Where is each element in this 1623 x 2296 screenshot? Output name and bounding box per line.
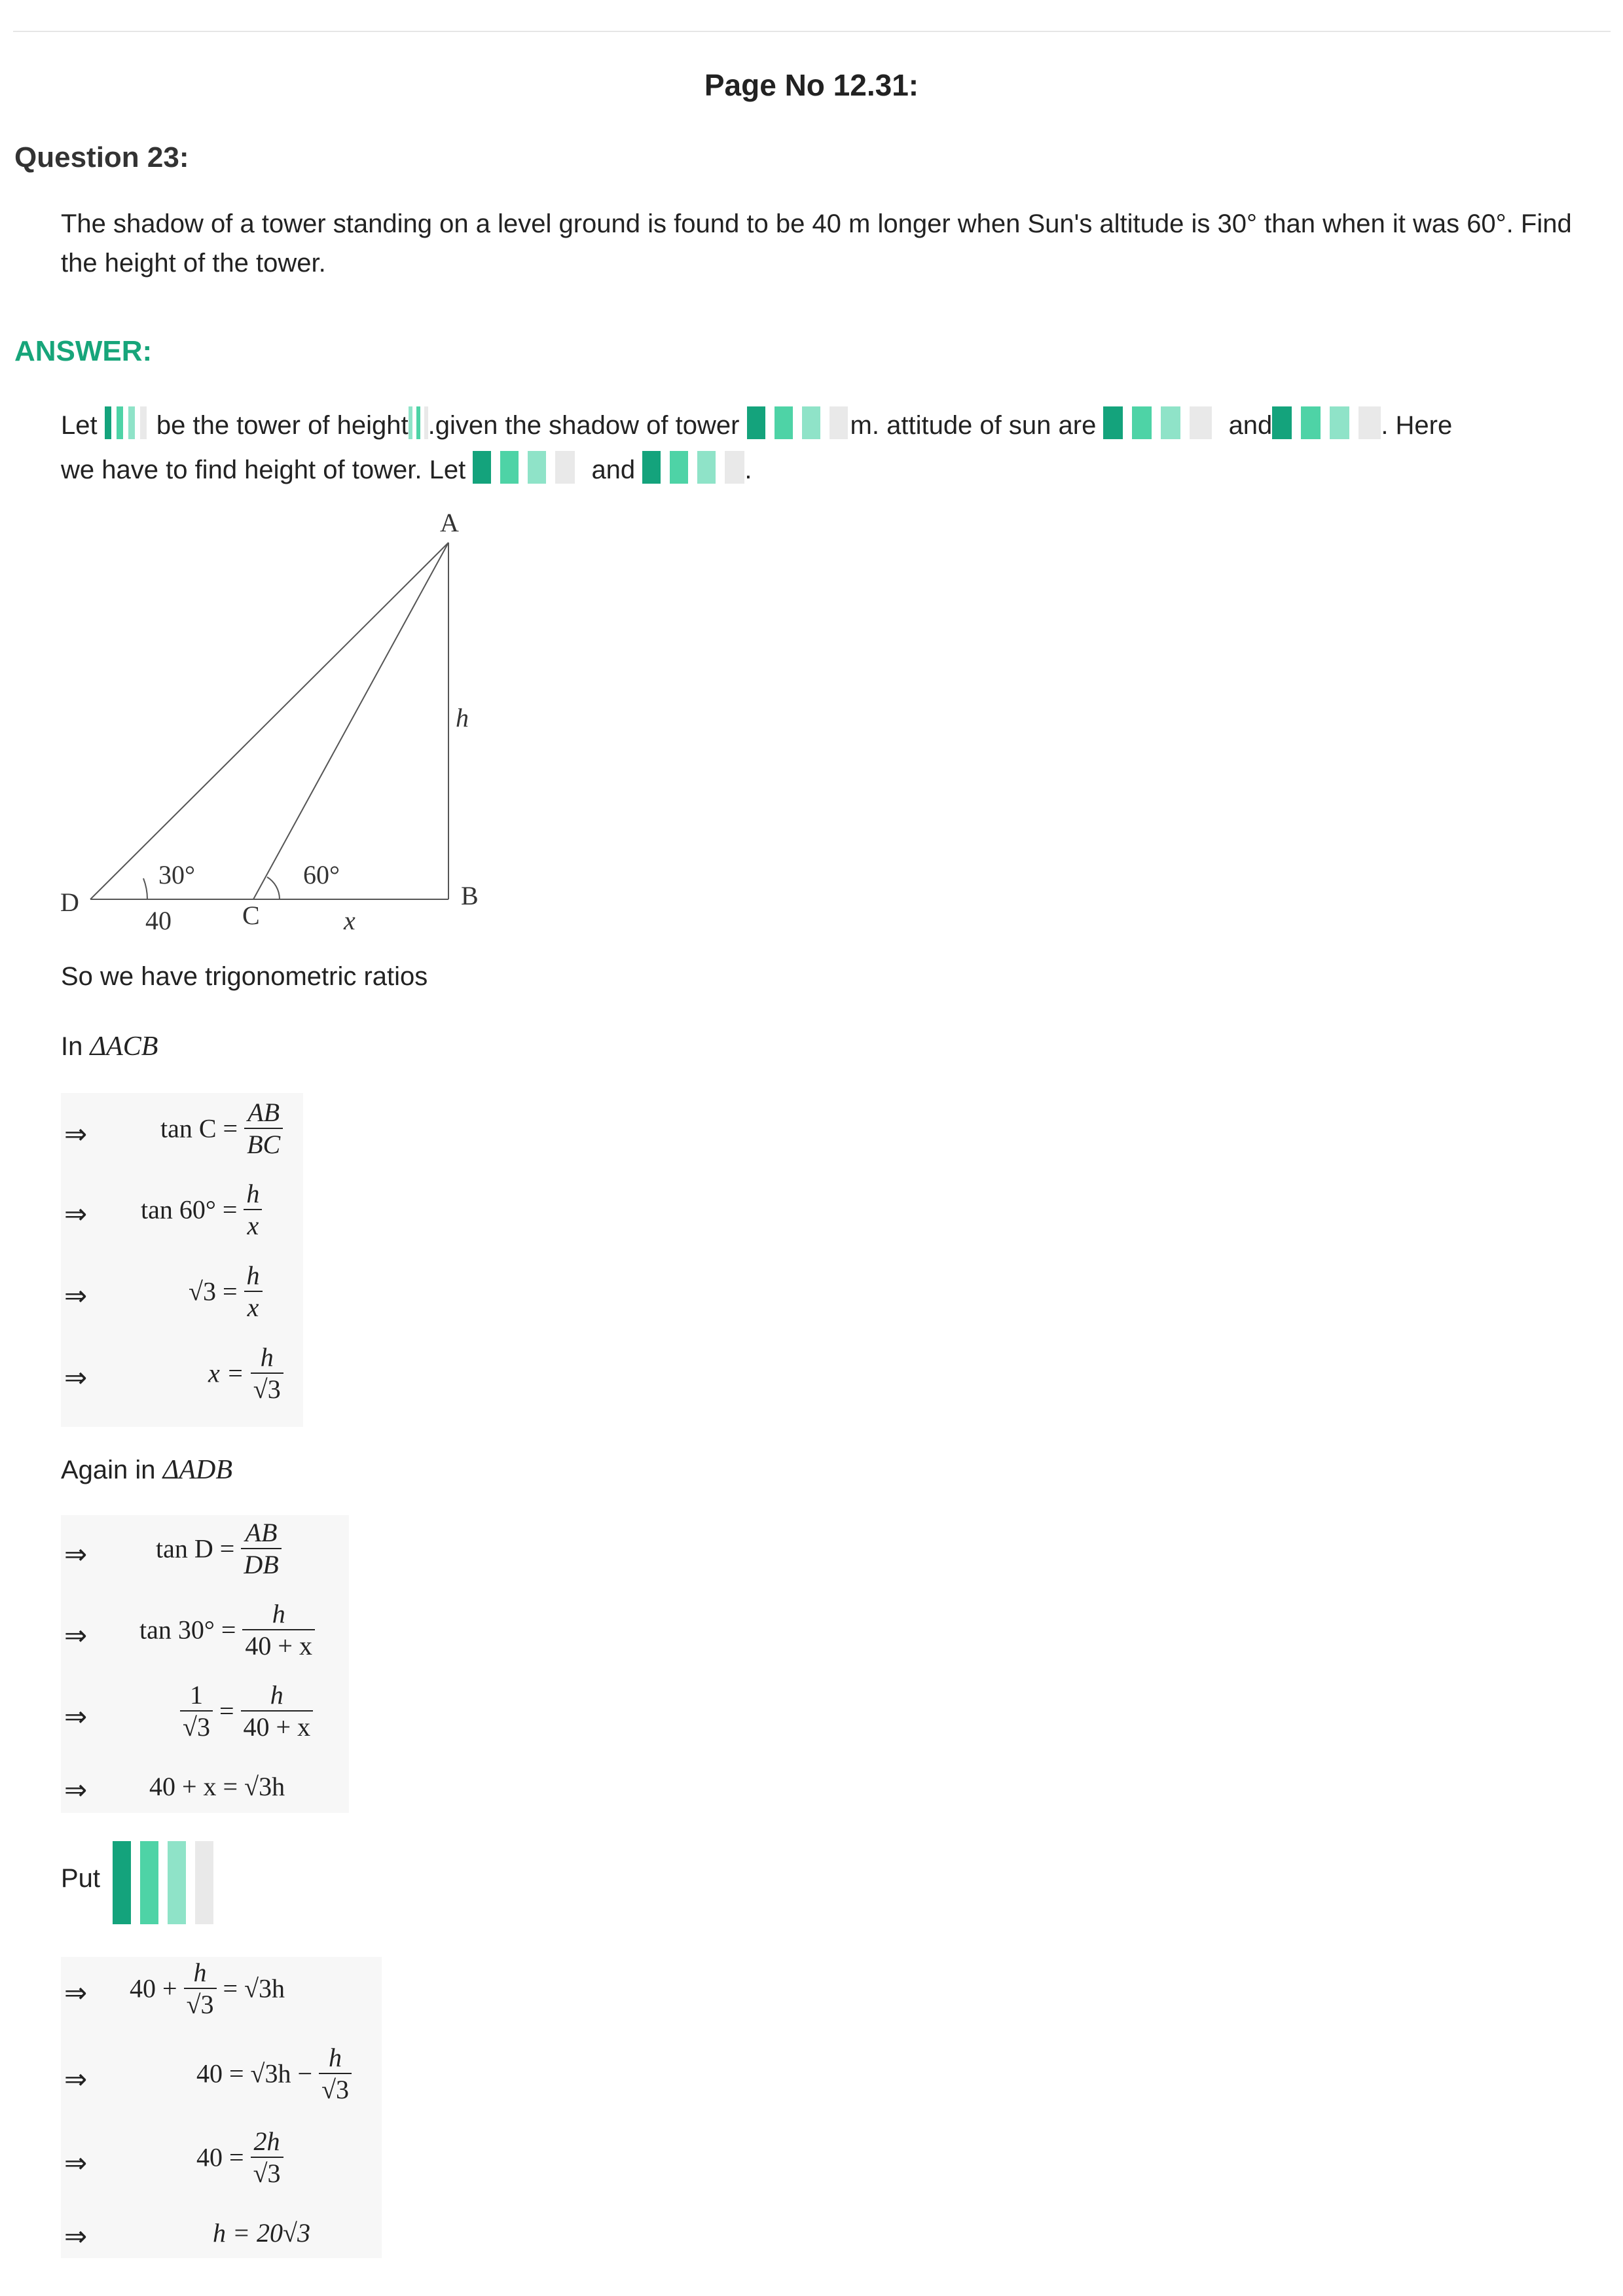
implies-arrow: ⇒ [64,1119,88,1149]
step-40-plus-x: 40 + x = √3h [149,1772,285,1801]
put-label: Put [61,1864,101,1893]
label-D: D [60,888,79,917]
segment-x-label: x [343,906,356,935]
label-C: C [242,901,260,930]
para-let: Let [61,411,98,440]
page-number: Page No 12.31: [704,68,919,102]
para-and-1: and [1228,411,1273,440]
step-tanD: tan D = AB DB [156,1517,282,1580]
answer-title: ANSWER: [14,335,153,367]
angle-30-label: 30° [158,860,195,889]
fraction: AB BC [244,1097,283,1160]
again-triangle-line: Again in ΔADB [61,1454,232,1486]
implies-arrow: ⇒ [64,1620,88,1651]
step-final-answer: h = 20√3 [213,2218,310,2248]
implies-arrow: ⇒ [64,2064,88,2094]
equation-placeholder [642,451,745,495]
answer-paragraph: Let be the tower of height .given the sha… [61,406,1593,495]
fraction: h 40 + x [242,1598,315,1661]
step-rhs: = √3h [223,1973,285,2003]
step-lhs: tan C = [160,1113,238,1143]
triangle-acb: ΔACB [90,1031,158,1062]
fraction: 1 √3 [180,1679,213,1742]
math-block-2 [61,1515,349,1813]
implies-arrow: ⇒ [64,1774,88,1805]
top-divider [13,31,1611,32]
step-one-over-sqrt3: 1 √3 = h 40 + x [180,1679,314,1742]
equation-placeholder [104,406,149,450]
para-part2: .given the shadow of tower [428,411,740,440]
again-label: Again in [61,1456,156,1484]
para-end: . [744,456,752,484]
para-part1: be the tower of height [156,411,409,440]
fraction: h √3 [250,1342,283,1405]
step-lhs: x = [208,1358,244,1388]
in-label: In [61,1032,83,1061]
equation-placeholder [1272,406,1381,450]
ratios-text: So we have trigonometric ratios [61,962,428,991]
angle-arc-60 [266,876,280,900]
math-block-3 [61,1957,382,2258]
angle-60-label: 60° [303,860,340,889]
line-DA [90,542,449,900]
math-block-1 [61,1093,303,1427]
para-part3: m. attitude of sun are [850,411,1097,440]
implies-arrow: ⇒ [64,2147,88,2178]
equation-placeholder [408,406,428,450]
label-B: B [461,881,479,910]
equation-placeholder [1103,406,1221,450]
fraction: h √3 [183,1957,217,2020]
implies-arrow: ⇒ [64,1701,88,1732]
fraction: h 40 + x [240,1679,314,1742]
step-lhs: tan 30° = [139,1615,236,1645]
triangle-diagram: A B C D h 30° 60° 40 x [60,508,479,935]
step-lhs: 40 + [130,1973,177,2003]
implies-arrow: ⇒ [64,1977,88,2008]
step-lhs: 40 = [196,2142,244,2172]
question-text: The shadow of a tower standing on a leve… [61,209,1572,278]
implies-arrow: ⇒ [64,1362,88,1393]
step-tan30: tan 30° = h 40 + x [139,1598,315,1661]
para-here: . Here [1381,411,1453,440]
equation-placeholder [473,451,584,495]
step-substitute: 40 + h √3 = √3h [130,1957,285,2020]
step-lhs: tan 60° = [141,1194,238,1225]
line-CA [253,542,449,900]
equation-placeholder [746,406,850,450]
in-triangle-line: In ΔACB [61,1031,158,1062]
implies-arrow: ⇒ [64,1539,88,1570]
step-x: x = h √3 [208,1342,283,1405]
step-lhs: tan D = [156,1534,235,1564]
step-lhs: 40 = √3h − [196,2058,313,2089]
step-40-equals: 40 = √3h − h √3 [196,2042,352,2105]
step-tanC: tan C = AB BC [160,1097,283,1160]
label-h: h [456,703,469,732]
triangle-adb: ΔADB [162,1455,232,1485]
implies-arrow: ⇒ [64,1280,88,1311]
implies-arrow: ⇒ [64,2221,88,2251]
fraction: h √3 [319,2042,352,2105]
fraction: 2h √3 [250,2126,283,2189]
label-A: A [440,508,459,537]
segment-40-label: 40 [145,906,172,935]
equals-sign: = [219,1696,234,1726]
fraction: AB DB [241,1517,282,1580]
para-line2: we have to find height of tower. Let [61,456,466,484]
question-title: Question 23: [14,141,189,173]
step-lhs: √3 = [189,1276,238,1306]
step-40-equals-2h: 40 = 2h √3 [196,2126,283,2189]
implies-arrow: ⇒ [64,1198,88,1229]
angle-arc-30 [143,878,149,900]
para-and-2: and [591,456,636,484]
